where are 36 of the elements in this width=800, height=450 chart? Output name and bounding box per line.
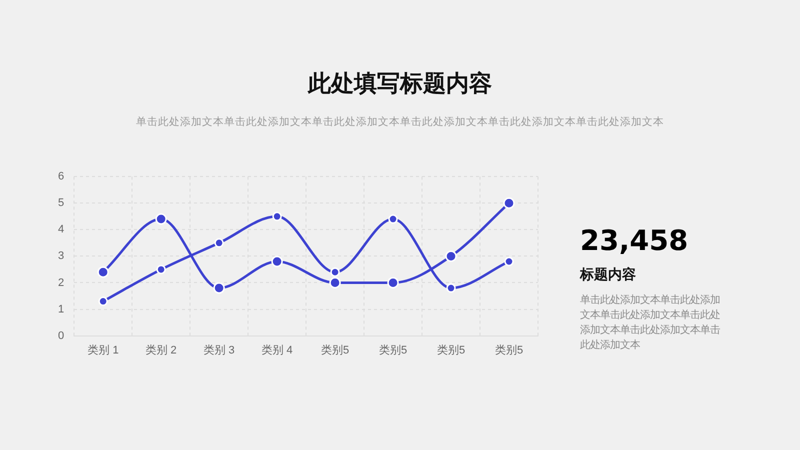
y-tick-label: 5 [58, 197, 64, 210]
point [271, 256, 283, 268]
point [504, 256, 514, 266]
point [387, 276, 399, 288]
x-tick-label: 类别5 [494, 343, 524, 356]
point [445, 250, 457, 262]
y-tick-label: 6 [58, 170, 64, 183]
x-tick-label: 类别 1 [88, 343, 119, 356]
chart-subtitle: 单击此处添加文本单击此处添加文本单击此处添加文本单击此处添加文本单击此处添加文本单击此处添加文本 [135, 115, 665, 129]
point [329, 276, 341, 288]
point [97, 266, 109, 278]
y-tick-label: 0 [58, 330, 64, 342]
point [98, 296, 108, 306]
point [155, 213, 167, 225]
text: 23,458 [580, 223, 690, 259]
x-tick-label: 类别 2 [146, 343, 177, 356]
text: 标题内容 [580, 266, 637, 285]
x-tick-label: 类别5 [320, 343, 350, 356]
x-tick-label: 类别5 [436, 343, 466, 356]
point [214, 238, 224, 248]
y-tick-label: 1 [58, 303, 64, 316]
point [446, 283, 456, 293]
point [388, 214, 398, 224]
point [156, 264, 166, 274]
x-tick-label: 类别5 [378, 343, 408, 356]
point [272, 212, 282, 222]
x-tick-label: 类别 4 [261, 343, 293, 356]
point [213, 282, 225, 294]
y-tick-label: 2 [58, 276, 64, 289]
y-tick-label: 3 [58, 250, 64, 262]
point [330, 267, 340, 277]
y-tick-label: 4 [58, 224, 64, 236]
text: 单击此处添加文本单击此处添加文本单击此处添加文本单击此处添加文本单击此处添加文本单击此处添加文本 [580, 293, 721, 353]
x-tick-label: 类别 3 [203, 343, 235, 356]
point [503, 197, 515, 209]
chart-title: 此处填写标题内容 [306, 70, 493, 99]
